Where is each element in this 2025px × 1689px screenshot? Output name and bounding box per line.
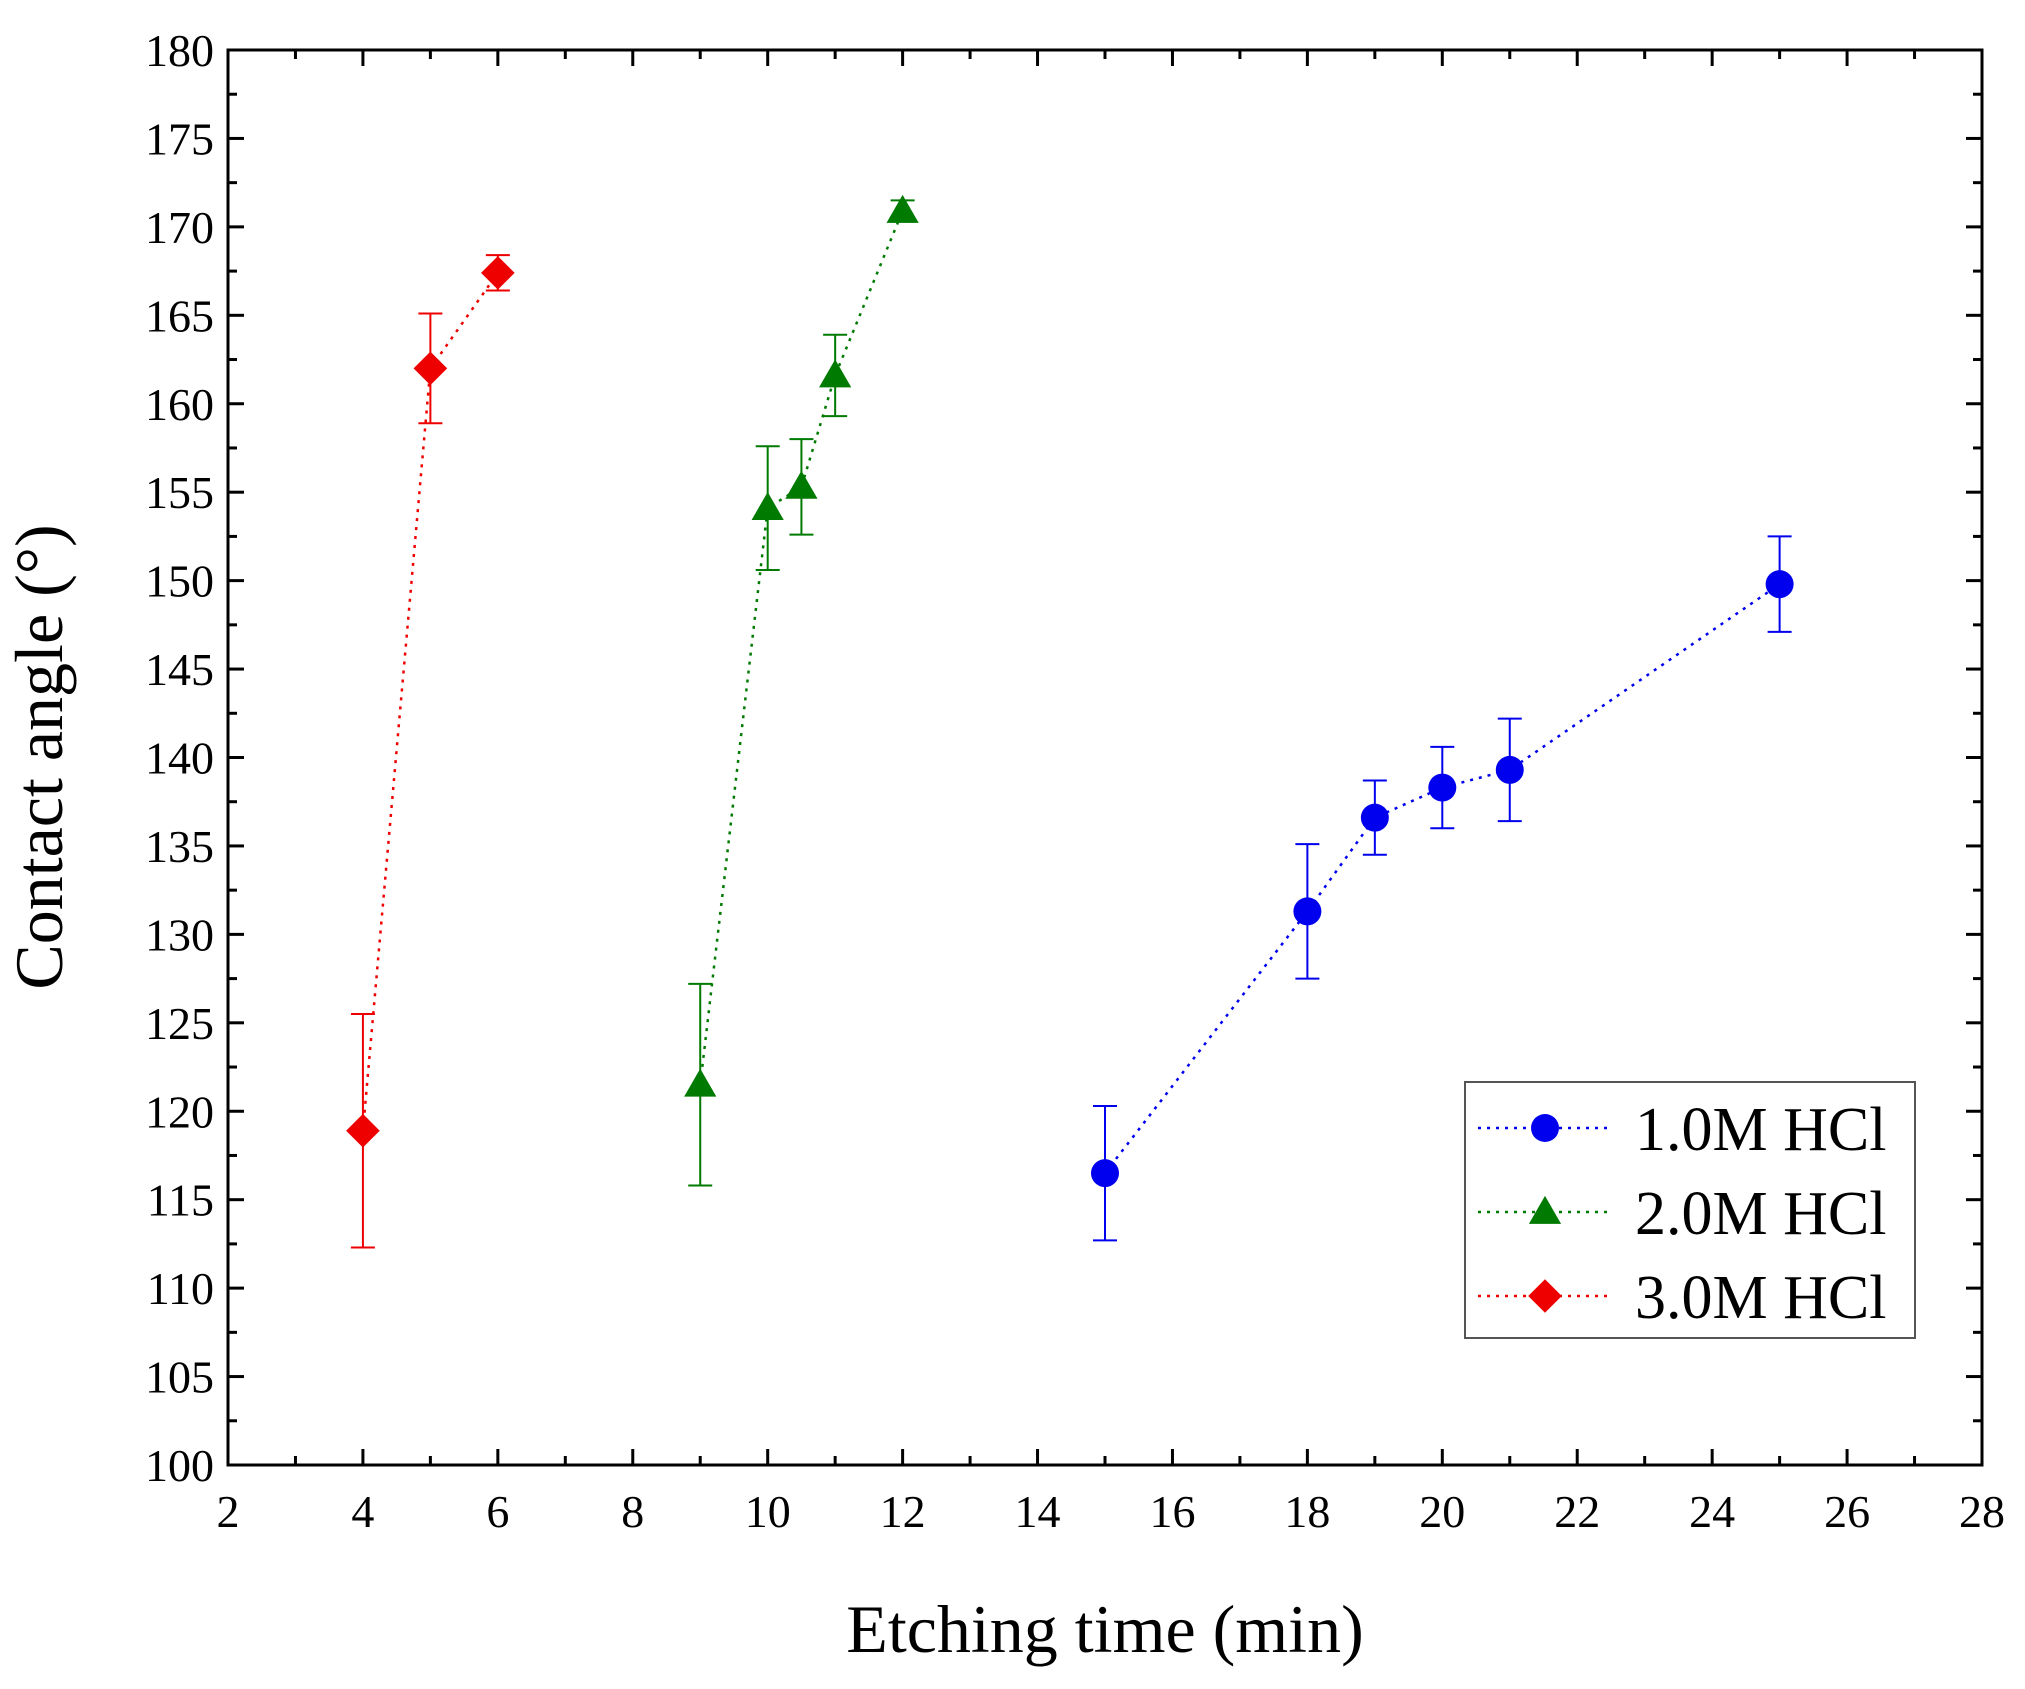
legend-marker — [1528, 1279, 1562, 1313]
data-point — [1428, 773, 1457, 802]
series-3 — [346, 254, 515, 1249]
data-point — [413, 351, 448, 386]
x-tick-label: 18 — [1284, 1486, 1330, 1537]
legend-marker — [1528, 1195, 1562, 1224]
y-tick-label: 170 — [145, 202, 214, 253]
x-axis-label: Etching time (min) — [846, 1591, 1363, 1667]
legend-marker — [1531, 1114, 1559, 1142]
data-point — [886, 194, 919, 223]
y-tick-label: 145 — [145, 644, 214, 695]
data-point — [1091, 1159, 1119, 1188]
legend-label: 3.0M HCl — [1635, 1264, 1886, 1332]
x-tick-label: 10 — [745, 1486, 791, 1537]
x-tick-label: 22 — [1554, 1486, 1600, 1537]
series-layer — [346, 194, 1794, 1249]
y-tick-label: 120 — [145, 1086, 214, 1137]
data-point — [481, 256, 515, 290]
y-tick-label: 175 — [145, 113, 214, 164]
x-tick-label: 16 — [1149, 1486, 1195, 1537]
x-tick-label: 12 — [880, 1486, 926, 1537]
x-tick-label: 28 — [1959, 1486, 2005, 1537]
x-tick-label: 8 — [621, 1486, 644, 1537]
y-tick-label: 105 — [145, 1352, 214, 1403]
y-axis-label: Contact angle (°) — [1, 524, 77, 989]
data-point — [751, 492, 784, 521]
data-point — [1360, 803, 1389, 832]
legend-label: 2.0M HCl — [1635, 1180, 1886, 1248]
data-point — [1765, 570, 1794, 599]
y-tick-label: 110 — [147, 1263, 214, 1314]
x-tick-label: 2 — [217, 1486, 240, 1537]
data-point — [1293, 897, 1322, 926]
x-tick-label: 20 — [1419, 1486, 1465, 1537]
data-point — [1495, 755, 1524, 784]
series-line — [698, 210, 904, 1085]
x-tick-label: 14 — [1015, 1486, 1061, 1537]
data-point — [785, 470, 818, 499]
y-tick-label: 125 — [145, 998, 214, 1049]
x-tick-label: 4 — [351, 1486, 374, 1537]
y-tick-label: 150 — [145, 556, 214, 607]
x-tick-label: 6 — [486, 1486, 509, 1537]
series-1 — [1091, 535, 1794, 1242]
x-tick-label: 24 — [1689, 1486, 1735, 1537]
y-tick-label: 130 — [145, 909, 214, 960]
y-tick-label: 140 — [145, 733, 214, 784]
y-tick-label: 115 — [147, 1175, 214, 1226]
y-tick-label: 100 — [145, 1440, 214, 1491]
y-tick-label: 180 — [145, 25, 214, 76]
legend-label: 1.0M HCl — [1635, 1096, 1886, 1164]
x-tick-label: 26 — [1824, 1486, 1870, 1537]
y-tick-label: 160 — [145, 379, 214, 430]
legend: 1.0M HCl 2.0M HCl 3.0M HCl — [1464, 1081, 1916, 1339]
data-point — [819, 359, 852, 388]
y-tick-label: 135 — [145, 821, 214, 872]
data-point — [346, 1113, 380, 1148]
y-tick-label: 155 — [145, 467, 214, 518]
data-point — [684, 1068, 717, 1097]
axis-ticks: 100 105 110 115 120 125 130 135 140 145 150 155 160 1… — [145, 25, 2005, 1537]
series-2 — [684, 194, 919, 1187]
y-tick-label: 165 — [145, 290, 214, 341]
